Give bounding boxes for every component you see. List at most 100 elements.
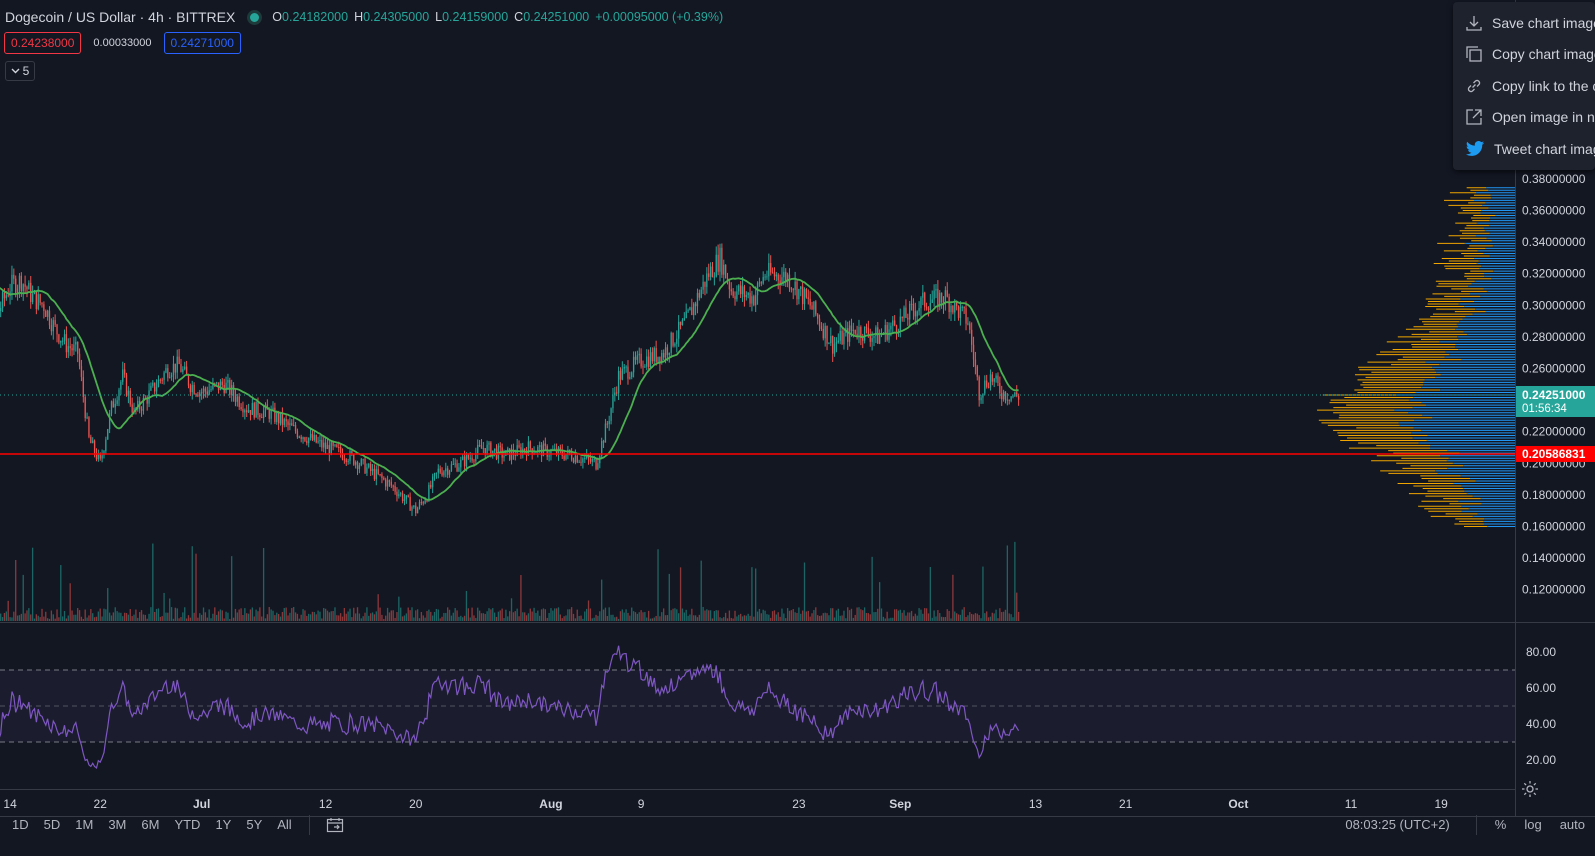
volume-bar	[610, 614, 612, 621]
volume-bar	[274, 615, 276, 621]
volume-bar	[732, 618, 734, 621]
candle-body	[939, 292, 941, 308]
volume-bar	[895, 609, 898, 621]
menu-item-copy-image[interactable]: Copy chart image	[1453, 39, 1595, 71]
volume-bar	[33, 618, 36, 621]
volume-bar	[108, 612, 111, 621]
range-ytd[interactable]: YTD	[174, 817, 201, 832]
volume-bar	[905, 615, 907, 621]
candle-body	[909, 303, 911, 320]
buy-price-button[interactable]: 0.24271000	[163, 32, 241, 54]
volume-bar	[856, 607, 858, 621]
range-1y[interactable]: 1Y	[215, 817, 232, 832]
volume-bar	[247, 613, 250, 621]
menu-item-save-image[interactable]: Save chart image	[1453, 7, 1595, 39]
candle-body	[980, 397, 982, 401]
candle-body	[807, 297, 809, 299]
candle-body	[163, 372, 165, 380]
candle-body	[649, 352, 652, 367]
range-1d[interactable]: 1D	[12, 817, 29, 832]
candle-body	[694, 303, 697, 307]
auto-scale-toggle[interactable]: auto	[1559, 817, 1585, 832]
range-3m[interactable]: 3M	[108, 817, 127, 832]
candle-body	[31, 293, 34, 303]
time-tick-label: 14	[3, 797, 17, 811]
spread-value: 0.00033000	[93, 37, 152, 49]
volume-bar	[103, 608, 105, 621]
go-to-date-icon[interactable]	[324, 816, 346, 834]
volume-bar	[741, 616, 744, 621]
price-tick-label: 0.12000000	[1522, 583, 1586, 597]
volume-bar	[217, 611, 220, 621]
candle-body	[805, 289, 808, 298]
volume-bar	[452, 612, 454, 621]
volume-bar	[969, 612, 971, 621]
candle-body	[62, 340, 64, 342]
menu-item-tweet[interactable]: Tweet chart image	[1453, 133, 1595, 165]
candle-body	[362, 459, 364, 461]
menu-item-copy-link[interactable]: Copy link to the chart image	[1453, 70, 1595, 102]
time-axis[interactable]: 14 22 Jul 12 20 Aug 9 23 Sep 13 21 Oct 11 19	[3, 797, 1448, 811]
indicators-toggle-button[interactable]: 5	[5, 61, 35, 81]
candle-body	[559, 447, 562, 450]
volume-bar	[1, 617, 4, 621]
bar-countdown-label: 01:56:34	[1522, 403, 1567, 415]
candle-body	[478, 445, 481, 447]
candle-body	[986, 380, 988, 387]
candle-body	[989, 374, 992, 388]
clock-timezone[interactable]: 08:03:25 (UTC+2)	[1345, 817, 1450, 832]
candle-body	[80, 366, 83, 378]
candle-body	[112, 401, 115, 408]
volume-bar	[341, 616, 344, 621]
candle-body	[477, 445, 479, 454]
candle-body	[629, 377, 631, 379]
volume-bar	[129, 609, 131, 621]
candle-body	[837, 340, 839, 343]
candle-body	[646, 356, 648, 367]
volume-bar	[13, 611, 15, 621]
volume-bar	[657, 549, 659, 621]
symbol-title[interactable]: Dogecoin / US Dollar · 4h · BITTREX	[5, 9, 236, 25]
volume-bar	[796, 612, 798, 621]
candle-body	[114, 403, 116, 408]
settings-gear-icon[interactable]	[1520, 779, 1540, 799]
sell-price-button[interactable]: 0.24238000	[4, 32, 82, 54]
candle-body	[582, 458, 584, 463]
volume-bar	[625, 609, 627, 621]
candle-body	[289, 423, 291, 425]
candle-body	[93, 440, 96, 454]
candle-body	[969, 323, 971, 330]
price-axis[interactable]: 0.38000000 0.36000000 0.34000000 0.32000000…	[1522, 172, 1586, 597]
volume-bar	[614, 617, 616, 621]
volume-bar	[63, 610, 66, 621]
candle-body	[525, 450, 528, 456]
candle-body	[770, 263, 772, 273]
candle-body	[170, 375, 173, 378]
price-tick-label: 0.16000000	[1522, 519, 1586, 533]
range-5y[interactable]: 5Y	[246, 817, 263, 832]
range-all[interactable]: All	[277, 817, 292, 832]
volume-bar	[599, 611, 601, 621]
rsi-axis[interactable]: 80.00 60.00 40.00 20.00	[1526, 645, 1556, 767]
percent-scale-toggle[interactable]: %	[1494, 817, 1507, 832]
time-tick-label: 13	[1029, 797, 1043, 811]
candle-body	[706, 273, 708, 287]
menu-item-open-new-tab[interactable]: Open image in new tab	[1453, 102, 1595, 134]
range-6m[interactable]: 6M	[141, 817, 160, 832]
candle-body	[760, 282, 762, 284]
candle-body	[377, 469, 379, 475]
volume-bar	[150, 607, 152, 621]
candle-body	[713, 276, 716, 278]
volume-bar	[546, 617, 548, 621]
range-1m[interactable]: 1M	[75, 817, 94, 832]
candle-body	[674, 343, 676, 346]
candle-body	[950, 305, 952, 313]
range-5d[interactable]: 5D	[43, 817, 61, 832]
log-scale-toggle[interactable]: log	[1524, 817, 1542, 832]
market-status-icon[interactable]	[247, 9, 263, 25]
volume-bar	[240, 608, 242, 621]
moving-average-line	[0, 277, 1019, 501]
volume-bar	[407, 607, 409, 621]
volume-bar	[122, 616, 124, 621]
